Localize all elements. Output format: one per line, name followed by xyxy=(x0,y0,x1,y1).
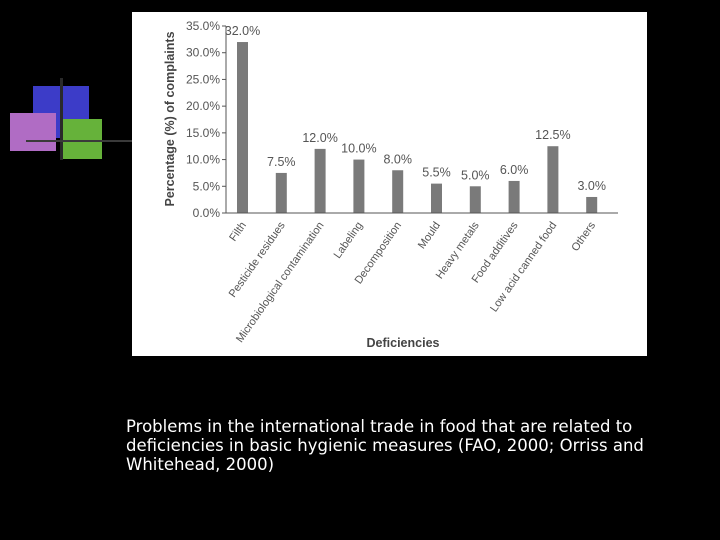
category-label: Filth xyxy=(227,220,249,244)
category-label: Labeling xyxy=(332,220,366,261)
y-tick-label: 0.0% xyxy=(193,206,221,220)
bar-chart: 32.0% 7.5% 12.0% 10.0% 8.0% 5.5% 5.0% 6.0% 12.5%… xyxy=(132,12,647,356)
data-label: 5.5% xyxy=(422,166,451,180)
data-label: 12.0% xyxy=(302,131,337,145)
data-label: 7.5% xyxy=(267,155,296,169)
bar xyxy=(586,197,597,213)
bar xyxy=(237,42,248,213)
data-label: 12.5% xyxy=(535,128,570,142)
decorative-vertical-line xyxy=(60,78,63,160)
category-label: Others xyxy=(569,219,598,253)
bar xyxy=(509,181,520,213)
y-tick-label: 5.0% xyxy=(193,179,221,193)
data-label: 3.0% xyxy=(577,179,606,193)
chart-panel: 32.0% 7.5% 12.0% 10.0% 8.0% 5.5% 5.0% 6.0% 12.5%… xyxy=(132,12,647,356)
bar xyxy=(431,184,442,213)
category-label: Low acid canned food xyxy=(488,220,559,315)
y-axis-label: Percentage (%) of complaints xyxy=(163,31,177,206)
data-label: 8.0% xyxy=(383,152,412,166)
data-label: 10.0% xyxy=(341,142,376,156)
y-tick-label: 20.0% xyxy=(186,99,220,113)
decorative-green-square xyxy=(60,119,102,159)
y-tick-label: 15.0% xyxy=(186,126,220,140)
data-label: 5.0% xyxy=(461,168,490,182)
y-tick-label: 25.0% xyxy=(186,72,220,86)
bar xyxy=(392,170,403,213)
bar xyxy=(276,173,287,213)
bars-group: 32.0% 7.5% 12.0% 10.0% 8.0% 5.5% 5.0% 6.0% 12.5%… xyxy=(225,24,606,213)
data-label: 32.0% xyxy=(225,24,260,38)
bar xyxy=(470,186,481,213)
bar xyxy=(315,149,326,213)
slide-caption: Problems in the international trade in f… xyxy=(126,417,696,474)
bar xyxy=(353,160,364,213)
decorative-pink-square xyxy=(10,113,56,151)
decorative-horizontal-line xyxy=(26,140,132,142)
data-label: 6.0% xyxy=(500,163,528,177)
y-tick-label: 30.0% xyxy=(186,46,220,60)
y-tick-label: 10.0% xyxy=(186,153,220,167)
category-label: Mould xyxy=(416,220,443,251)
y-tick-label: 35.0% xyxy=(186,19,220,33)
bar xyxy=(547,146,558,213)
x-axis-label: Deficiencies xyxy=(367,336,440,350)
